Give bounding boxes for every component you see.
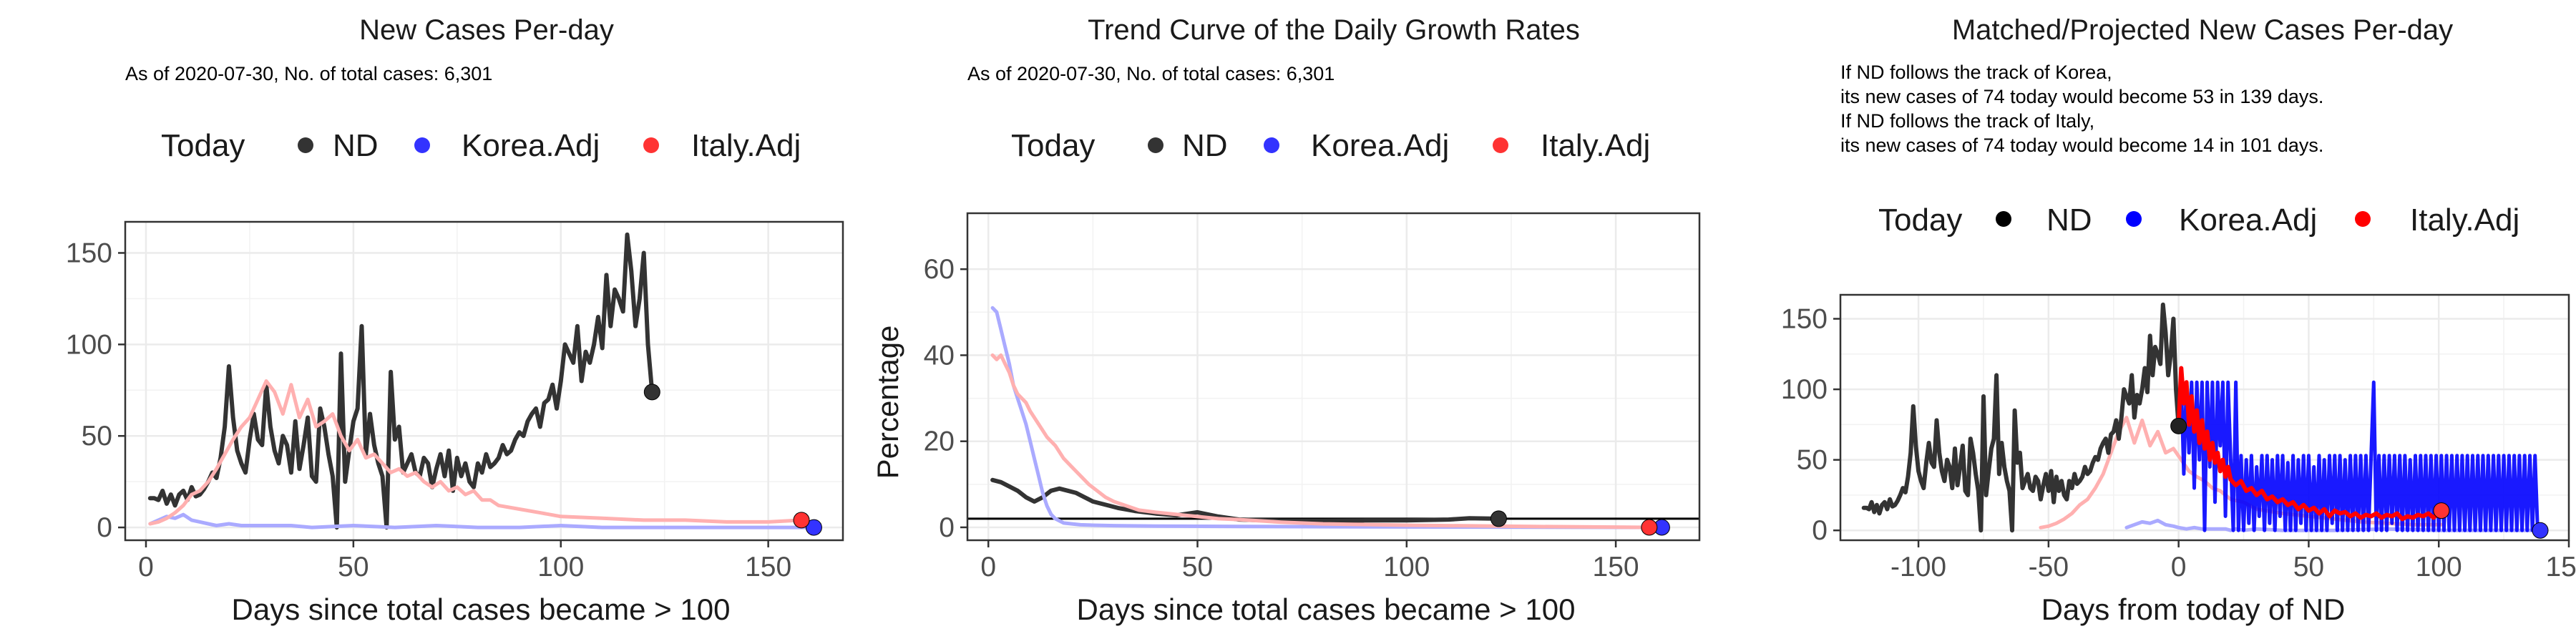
legend-key-nd (298, 137, 313, 153)
panel-new-cases: New Cases Per-day As of 2020-07-30, No. … (66, 14, 844, 626)
legend-label-italy: Italy.Adj (2410, 203, 2519, 238)
y-tick-label: 150 (66, 238, 112, 268)
y-tick-label: 100 (1781, 374, 1828, 405)
y-tick-label: 100 (66, 329, 112, 360)
chart-title: Trend Curve of the Daily Growth Rates (1088, 14, 1580, 46)
legend-label-korea: Korea.Adj (462, 128, 600, 163)
series-line-nd (1861, 302, 2181, 533)
chart-subtitle: As of 2020-07-30, No. of total cases: 6,… (125, 63, 492, 84)
endpoint-dot-italy-adj (1641, 519, 1658, 536)
plot-area: -100 -50 0 50 100 150 0 50 100 150 (1781, 293, 2576, 582)
endpoint-dot-nd (1490, 510, 1507, 527)
chart-title: Matched/Projected New Cases Per-day (1952, 14, 2453, 46)
x-tick-label: 50 (338, 552, 369, 582)
series-line-italy-adj (148, 379, 804, 526)
y-tick-label: 60 (924, 254, 955, 285)
legend-key-italy (1493, 137, 1508, 153)
legend-label-italy: Italy.Adj (1541, 128, 1650, 163)
legend-title: Today (1011, 128, 1095, 163)
panel-border (966, 212, 1701, 542)
legend-key-nd (1148, 137, 1163, 153)
subtitle-line: its new cases of 74 today would become 5… (1840, 86, 2323, 107)
x-axis-label: Days since total cases became > 100 (232, 592, 731, 626)
series-line-korea-adj (990, 306, 1664, 530)
chart-title: New Cases Per-day (359, 14, 614, 46)
x-axis-label: Days from today of ND (2041, 592, 2346, 626)
x-tick-label: -100 (1890, 552, 1946, 582)
y-tick-label: 50 (82, 421, 112, 452)
x-tick-label: 100 (537, 552, 584, 582)
plot-area: 0 50 100 150 0 20 40 60 (924, 212, 1701, 582)
legend: Today ND Korea.Adj Italy.Adj (1011, 128, 1650, 163)
legend-label-korea: Korea.Adj (1311, 128, 1449, 163)
endpoint-dot-korea-adj (2532, 522, 2549, 539)
x-tick-label: 0 (980, 552, 996, 582)
panel-projected-cases: Matched/Projected New Cases Per-day If N… (1781, 14, 2576, 626)
legend: Today ND Korea.Adj Italy.Adj (1878, 203, 2519, 238)
x-axis-label: Days since total cases became > 100 (1077, 592, 1576, 626)
x-tick-label: 150 (2545, 552, 2576, 582)
panel-border (124, 220, 844, 542)
y-tick-label: 20 (924, 426, 955, 457)
y-tick-label: 150 (1781, 304, 1828, 335)
legend-label-nd: ND (2046, 203, 2092, 238)
series-line-korea-adj (2177, 380, 2542, 532)
plot-area: 0 50 100 150 0 50 100 150 (66, 220, 844, 582)
series-line-italy-adj (990, 353, 1652, 530)
y-tick-label: 0 (1812, 515, 1828, 546)
subtitle-line: If ND follows the track of Korea, (1840, 62, 2112, 83)
chart-subtitle: As of 2020-07-30, No. of total cases: 6,… (967, 63, 1335, 84)
x-tick-label: 100 (2416, 552, 2462, 582)
legend-label-nd: ND (333, 128, 379, 163)
endpoint-dot-italy-adj (793, 512, 810, 529)
legend-key-korea (2126, 211, 2142, 227)
x-tick-label: 50 (2293, 552, 2324, 582)
x-tick-label: 0 (138, 552, 154, 582)
legend-label-nd: ND (1182, 128, 1228, 163)
legend-label-korea: Korea.Adj (2179, 203, 2317, 238)
x-tick-label: 50 (1182, 552, 1213, 582)
legend-key-korea (414, 137, 430, 153)
series-line-nd (147, 232, 655, 530)
legend-key-nd (1996, 211, 2011, 227)
series-line-nd (990, 477, 1501, 523)
chart-subtitle: If ND follows the track of Korea, its ne… (1840, 62, 2323, 156)
y-tick-label: 40 (924, 340, 955, 371)
legend-title: Today (161, 128, 245, 163)
legend-label-italy: Italy.Adj (691, 128, 801, 163)
legend-key-italy (2355, 211, 2371, 227)
x-tick-label: 0 (2171, 552, 2187, 582)
x-tick-label: 150 (1593, 552, 1639, 582)
subtitle-line: If ND follows the track of Italy, (1840, 110, 2094, 132)
y-tick-label: 0 (97, 512, 112, 543)
subtitle-line: its new cases of 74 today would become 1… (1840, 135, 2323, 156)
legend-title: Today (1878, 203, 1962, 238)
x-tick-label: 150 (745, 552, 791, 582)
endpoint-dot-italy-adj (2433, 502, 2450, 519)
panel-border (1839, 293, 2570, 542)
panel-growth-rates: Trend Curve of the Daily Growth Rates As… (871, 14, 1701, 626)
x-tick-label: -50 (2029, 552, 2069, 582)
legend-key-italy (643, 137, 659, 153)
x-tick-label: 100 (1383, 552, 1430, 582)
y-axis-label: Percentage (871, 326, 904, 479)
endpoint-dot-nd (643, 384, 660, 401)
y-tick-label: 50 (1797, 445, 1828, 476)
endpoint-dot-nd (2170, 417, 2187, 434)
y-tick-label: 0 (939, 512, 955, 543)
legend-key-korea (1264, 137, 1279, 153)
series-line-korea-adj (148, 512, 816, 530)
endpoint-dot-korea-adj (805, 519, 822, 536)
series-line-italy-adj (2176, 366, 2444, 522)
legend: Today ND Korea.Adj Italy.Adj (161, 128, 801, 163)
